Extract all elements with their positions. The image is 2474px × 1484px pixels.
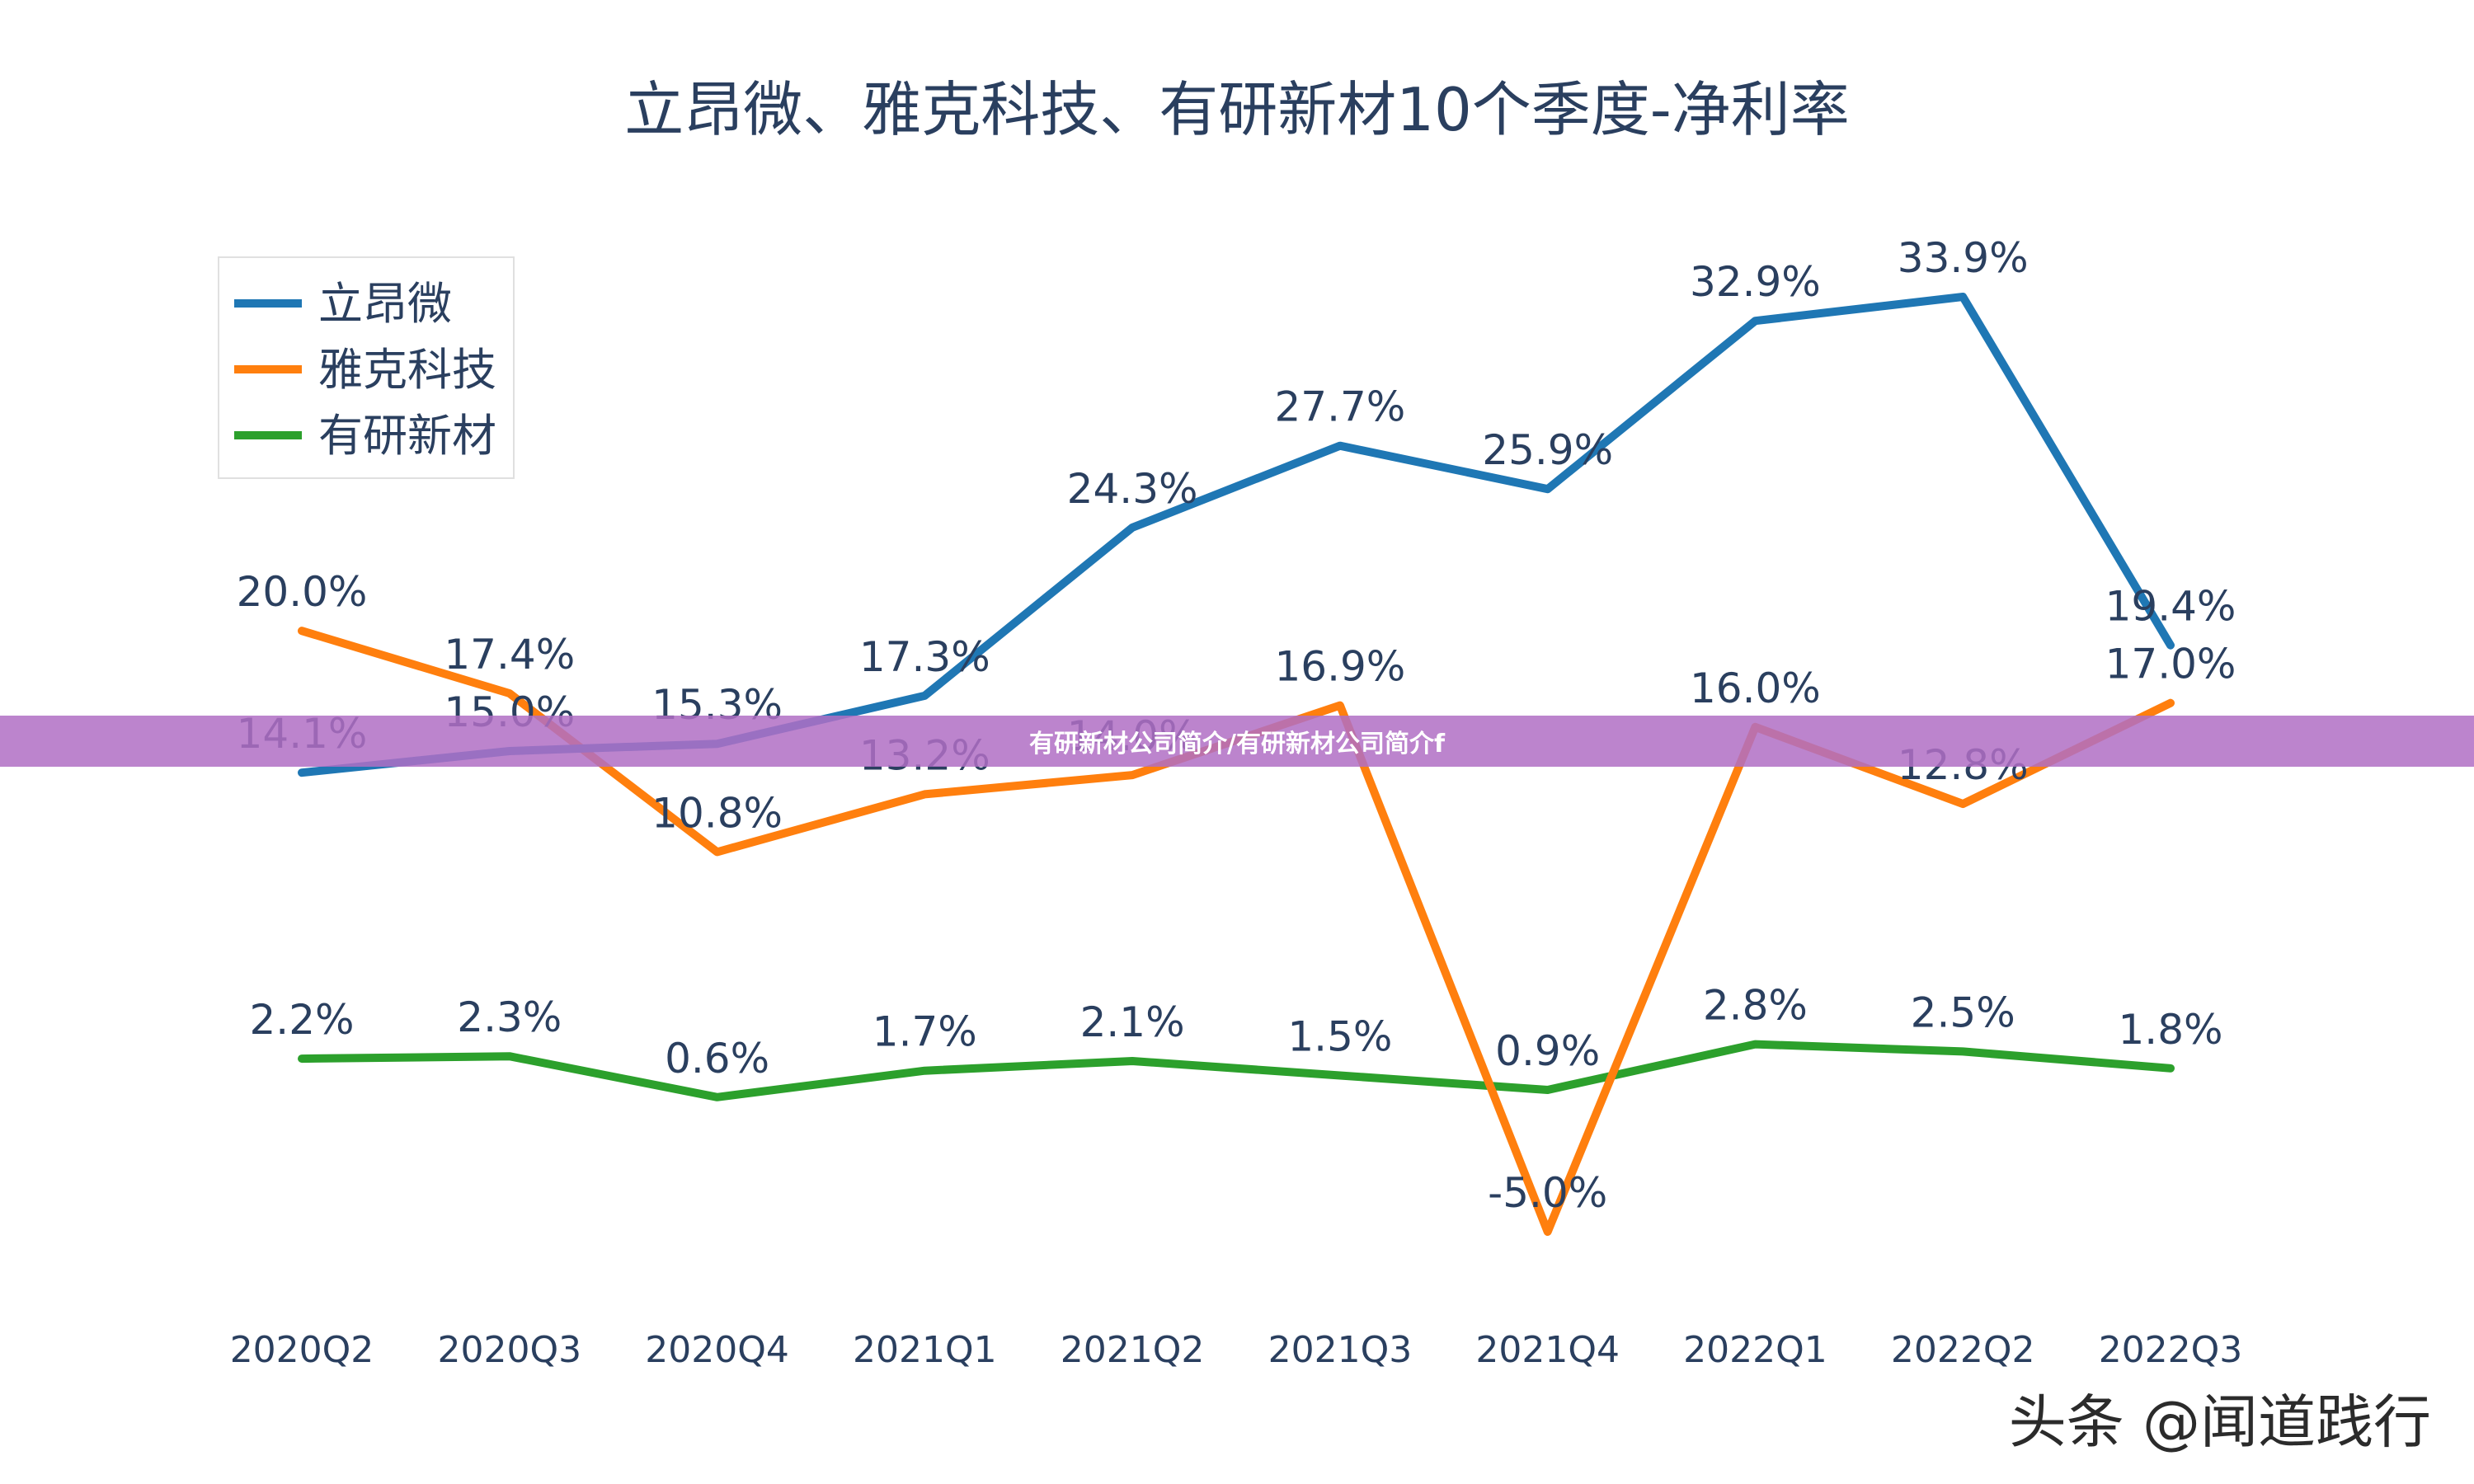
- x-tick-label: 2021Q3: [1268, 1329, 1413, 1371]
- data-label-0-5: 27.7%: [1274, 383, 1405, 431]
- data-label-2-0: 2.2%: [249, 996, 354, 1044]
- x-tick-label: 2021Q4: [1475, 1329, 1620, 1371]
- data-label-2-2: 0.6%: [665, 1035, 769, 1082]
- legend-label-0: 立昂微: [318, 278, 452, 330]
- legend-label-2: 有研新材: [318, 410, 496, 462]
- data-label-1-1: 17.4%: [444, 631, 575, 679]
- data-label-2-3: 1.7%: [872, 1008, 977, 1056]
- title-banner: 有研新材公司简介/有研新材公司简介f: [0, 716, 2474, 767]
- data-label-2-8: 2.5%: [1911, 989, 2015, 1036]
- data-label-1-7: 16.0%: [1690, 665, 1821, 712]
- data-label-2-9: 1.8%: [2118, 1006, 2222, 1054]
- data-label-0-6: 25.9%: [1482, 426, 1613, 474]
- data-label-1-9: 17.0%: [2105, 641, 2236, 688]
- x-tick-label: 2022Q3: [2099, 1329, 2243, 1371]
- x-tick-label: 2020Q2: [230, 1329, 374, 1371]
- data-label-2-7: 2.8%: [1703, 982, 1808, 1030]
- x-tick-label: 2021Q2: [1061, 1329, 1205, 1371]
- data-label-2-4: 2.1%: [1080, 998, 1185, 1046]
- x-axis-ticks: 2020Q2 2020Q3 2020Q4 2021Q1 2021Q2 2021Q3 2021…: [230, 1329, 2243, 1371]
- chart-title: 立昂微、雅克科技、有研新材10个季度-净利率: [624, 75, 1850, 144]
- x-tick-label: 2020Q4: [645, 1329, 789, 1371]
- data-label-2-6: 0.9%: [1495, 1027, 1600, 1075]
- x-tick-label: 2020Q3: [437, 1329, 581, 1371]
- data-label-1-2: 10.8%: [651, 789, 783, 837]
- data-label-0-8: 33.9%: [1898, 234, 2029, 282]
- data-label-0-9: 19.4%: [2105, 583, 2236, 631]
- data-label-2-5: 1.5%: [1287, 1013, 1392, 1061]
- watermark: 头条 @闻道践行: [2008, 1388, 2431, 1456]
- data-label-0-7: 32.9%: [1690, 258, 1821, 306]
- series-line-2: [298, 1040, 2175, 1101]
- x-tick-label: 2022Q2: [1891, 1329, 2035, 1371]
- data-label-0-3: 17.3%: [859, 633, 990, 681]
- x-tick-label: 2022Q1: [1683, 1329, 1827, 1371]
- legend-label-1: 雅克科技: [318, 344, 496, 396]
- data-label-1-6: -5.0%: [1488, 1169, 1607, 1217]
- data-label-1-5: 16.9%: [1274, 643, 1405, 691]
- series-line-0: [298, 293, 2175, 777]
- data-label-0-4: 24.3%: [1067, 465, 1198, 513]
- x-tick-label: 2021Q1: [853, 1329, 997, 1371]
- data-label-1-0: 20.0%: [237, 568, 368, 616]
- data-label-2-1: 2.3%: [457, 993, 562, 1041]
- banner-text: 有研新材公司简介/有研新材公司简介f: [1028, 730, 1445, 758]
